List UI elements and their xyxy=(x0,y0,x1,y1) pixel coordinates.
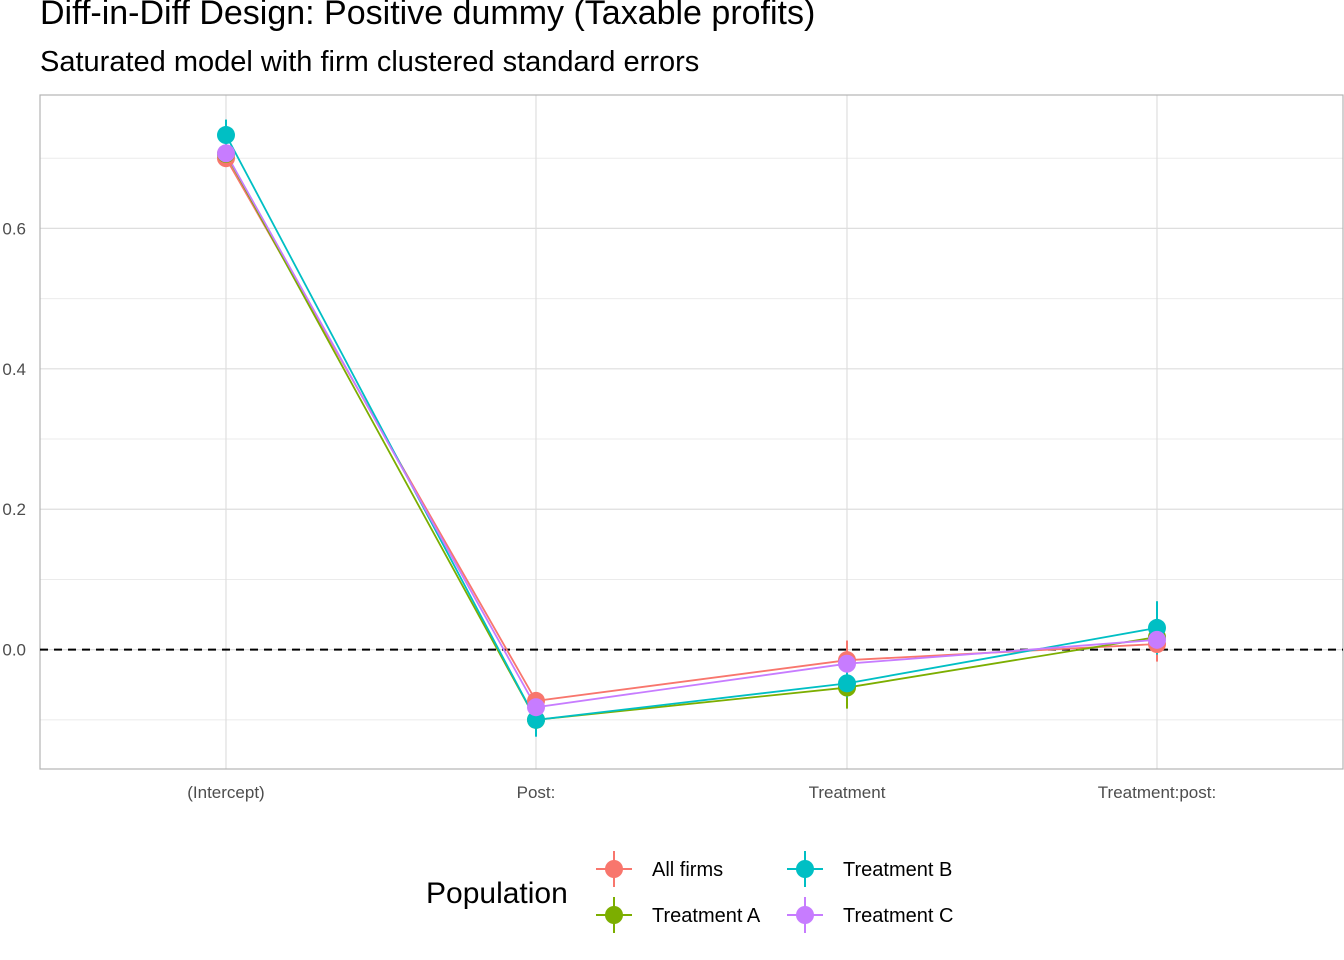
legend-title: Population xyxy=(426,877,568,910)
legend-label: All firms xyxy=(652,859,723,881)
y-tick-label: 0.4 xyxy=(2,360,26,379)
data-point xyxy=(217,126,235,145)
y-tick-label: 0.6 xyxy=(2,219,26,238)
data-point xyxy=(527,698,545,717)
y-tick-label: 0.2 xyxy=(2,500,26,519)
series-line xyxy=(225,157,1158,702)
chart-title: Diff-in-Diff Design: Positive dummy (Tax… xyxy=(40,0,816,32)
axis-layer: 0.0 0.2 0.4 0.6 (Intercept) Post: Treatment Tre… xyxy=(2,219,1216,802)
series-layer xyxy=(217,119,1166,737)
legend: Population All firms Treatment A Treatment … xyxy=(426,851,953,933)
y-tick-label: 0.0 xyxy=(2,641,26,660)
legend-label: Treatment A xyxy=(652,905,761,927)
series-line xyxy=(225,153,1158,721)
data-point xyxy=(1148,630,1166,649)
x-tick-label: (Intercept) xyxy=(187,783,264,802)
legend-key-point xyxy=(796,906,814,924)
legend-label: Treatment C xyxy=(843,905,953,927)
series-line xyxy=(225,152,1158,709)
x-tick-label: Post: xyxy=(517,783,556,802)
x-tick-label: Treatment:post: xyxy=(1098,783,1216,802)
data-point xyxy=(838,654,856,673)
data-point xyxy=(527,710,545,729)
data-point xyxy=(217,144,235,163)
series-line xyxy=(225,134,1158,721)
legend-label: Treatment B xyxy=(843,859,952,881)
legend-key-point xyxy=(605,906,623,924)
data-point xyxy=(838,674,856,693)
legend-key-point xyxy=(605,860,623,878)
x-tick-label: Treatment xyxy=(809,783,886,802)
panel-border xyxy=(39,94,1344,770)
chart-subtitle: Saturated model with firm clustered stan… xyxy=(40,46,700,78)
legend-key-point xyxy=(796,860,814,878)
grid-layer xyxy=(39,94,1344,770)
